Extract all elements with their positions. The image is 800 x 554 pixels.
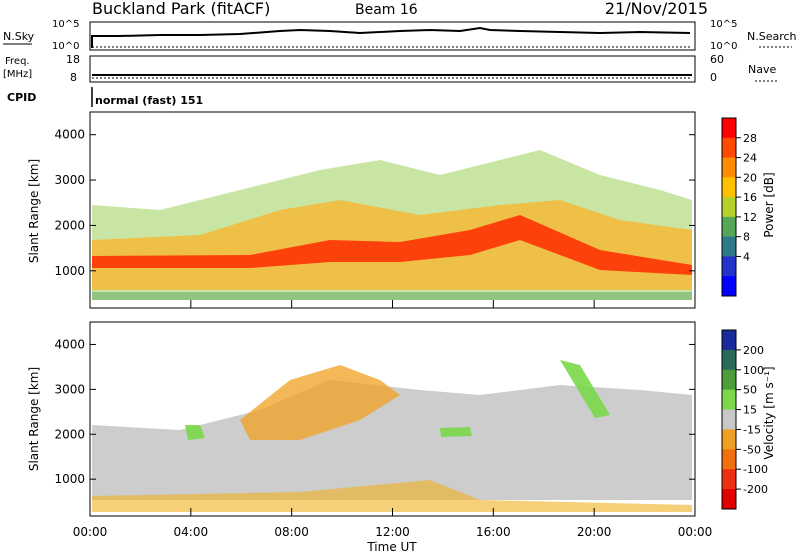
velocity-ylabel: Slant Range [km]	[27, 367, 41, 471]
x-tick-label: 16:00	[476, 525, 511, 539]
nsky-label: N.Sky	[3, 30, 35, 43]
colorbar-tick-label: 4	[743, 250, 750, 263]
colorbar-swatch	[722, 349, 736, 371]
power-colorbar-label: Power [dB]	[762, 172, 776, 237]
colorbar-frame	[721, 117, 737, 297]
power-panel: 4000 3000 2000 1000 Slant Range [km]	[27, 111, 696, 309]
noise-panel: N.Sky 10^5 10^0 10^5 10^0 N.Search	[3, 19, 797, 52]
power-band-core	[92, 215, 692, 275]
colorbar-swatch	[722, 236, 736, 257]
colorbar-swatch	[722, 429, 736, 450]
nave-tick-60: 60	[710, 53, 724, 66]
colorbar-swatch	[722, 216, 736, 238]
velocity-band-green	[185, 425, 205, 440]
colorbar-tick-label: 8	[743, 231, 750, 244]
colorbar-tick-label: 200	[743, 344, 764, 357]
power-y-axis: 4000 3000 2000 1000	[54, 128, 695, 278]
beam-label: Beam 16	[355, 2, 418, 18]
colorbar-tick-label: -200	[743, 483, 768, 496]
velocity-y-axis: 4000 3000 2000 1000	[54, 337, 695, 486]
power-data-bands	[92, 150, 692, 300]
power-colorbar: 28 24 20 16 12 8 4	[721, 117, 757, 297]
y-tick-label: 4000	[54, 337, 85, 351]
nave-tick-0: 0	[710, 71, 717, 84]
cpid-label: CPID	[7, 91, 36, 104]
colorbar-tick-label: -100	[743, 463, 768, 476]
freq-tick-18: 18	[66, 53, 80, 66]
y-tick-label: 2000	[54, 218, 85, 232]
freq-panel: Freq. [MHz] 18 8 60 0 Nave	[3, 53, 777, 84]
station-title: Buckland Park (fitACF)	[92, 0, 270, 18]
colorbar-swatch	[722, 157, 736, 178]
velocity-panel: 4000 3000 2000 1000 Slant Range [km]	[27, 321, 696, 517]
y-tick-label: 2000	[54, 427, 85, 441]
nsky-line	[91, 26, 691, 48]
colorbar-frame	[721, 329, 737, 510]
velocity-colorbar-label: Velocity [m s⁻¹]	[762, 366, 776, 459]
velocity-data-bands	[92, 360, 692, 512]
velocity-band-green	[440, 427, 472, 437]
power-band-low	[92, 292, 692, 300]
y-tick-label: 4000	[54, 128, 85, 142]
freq-label-line1: Freq.	[5, 56, 30, 67]
y-tick-label: 3000	[54, 173, 85, 187]
colorbar-tick-label: 28	[743, 132, 757, 145]
colorbar-tick-label: 20	[743, 171, 757, 184]
y-tick-label: 3000	[54, 382, 85, 396]
colorbar-swatch	[722, 177, 736, 198]
velocity-band-green	[560, 360, 610, 418]
velocity-band-low	[92, 480, 692, 512]
colorbar-tick-label: 16	[743, 191, 757, 204]
noise-top-tick-left: 10^5	[52, 19, 79, 30]
colorbar-swatch	[722, 449, 736, 470]
y-tick-label: 1000	[54, 472, 85, 486]
nsearch-label: N.Search	[747, 30, 797, 43]
colorbar-tick-label: -15	[743, 423, 761, 436]
colorbar-tick-label: 15	[743, 404, 757, 417]
date-label: 21/Nov/2015	[605, 0, 708, 18]
velocity-band-orange	[240, 365, 400, 440]
y-tick-label: 1000	[54, 264, 85, 278]
colorbar-swatch	[722, 330, 736, 351]
noise-bottom-tick-left: 10^0	[52, 41, 79, 52]
colorbar-swatch	[722, 469, 736, 490]
colorbar-tick-label: 100	[743, 364, 764, 377]
x-tick-label: 20:00	[577, 525, 612, 539]
nave-label: Nave	[748, 63, 776, 76]
freq-tick-8: 8	[70, 71, 77, 84]
colorbar-swatch	[722, 389, 736, 411]
colorbar-swatch	[722, 118, 736, 139]
colorbar-tick-label: 50	[743, 384, 757, 397]
noise-top-tick-right: 10^5	[710, 19, 737, 30]
noise-bottom-tick-right: 10^0	[710, 41, 737, 52]
colorbar-swatch	[722, 369, 736, 391]
x-tick-label: 04:00	[174, 525, 209, 539]
colorbar-tick-label: 12	[743, 211, 757, 224]
velocity-colorbar: 200 100 50 15 -15 -50 -100 -200	[721, 329, 768, 510]
x-tick-label: 12:00	[375, 525, 410, 539]
colorbar-tick-label: -50	[743, 443, 761, 456]
x-axis-label: Time UT	[366, 540, 417, 554]
cpid-value: normal (fast) 151	[95, 94, 203, 107]
x-tick-label: 00:00	[73, 525, 108, 539]
colorbar-swatch	[722, 489, 736, 510]
colorbar-swatch	[722, 276, 736, 297]
colorbar-swatch	[722, 256, 736, 277]
colorbar-swatch	[722, 137, 736, 159]
colorbar-tick-label: 24	[743, 152, 757, 165]
x-axis: 00:00 04:00 08:00 12:00 16:00 20:00 00:00	[73, 300, 713, 539]
power-ylabel: Slant Range [km]	[27, 159, 41, 263]
x-tick-label: 08:00	[274, 525, 309, 539]
colorbar-swatch	[722, 409, 736, 430]
freq-label-line2: [MHz]	[3, 69, 32, 80]
velocity-band-grey	[92, 380, 692, 500]
x-tick-label: 00:00	[678, 525, 713, 539]
colorbar-swatch	[722, 197, 736, 218]
